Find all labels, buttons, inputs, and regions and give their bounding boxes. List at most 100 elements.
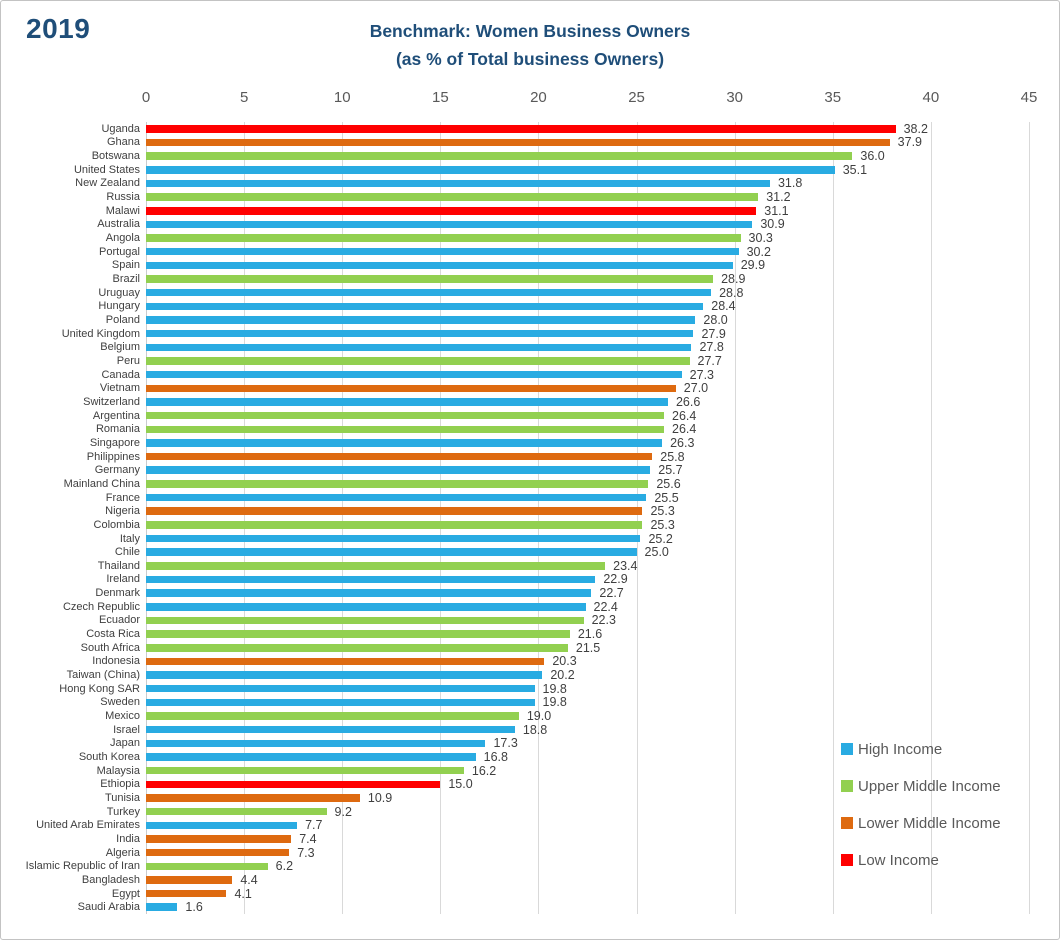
value-label: 28.8 <box>719 285 744 300</box>
value-label: 7.3 <box>297 845 315 860</box>
bar <box>146 794 360 802</box>
bar <box>146 329 694 338</box>
bar <box>146 411 665 420</box>
country-label: South Africa <box>80 641 140 654</box>
bar-row: Peru 27.7 <box>1 354 1059 368</box>
country-label: Ecuador <box>99 614 140 627</box>
bar-track: 15.0 <box>146 777 1029 792</box>
bar-track: 26.4 <box>146 409 1029 423</box>
value-label: 26.3 <box>670 435 695 450</box>
bar <box>146 876 233 884</box>
bar-row: Italy 25.2 <box>1 532 1059 546</box>
bar-row: Costa Rica 21.6 <box>1 627 1059 641</box>
bar <box>146 534 641 543</box>
x-axis-tick: 15 <box>431 89 449 106</box>
country-label: Colombia <box>93 518 140 531</box>
x-axis-tick: 10 <box>333 89 351 106</box>
bar-track: 9.2 <box>146 805 1029 819</box>
bar-row: Malaysia 16.2 <box>1 764 1059 778</box>
value-label: 22.9 <box>603 572 628 587</box>
bar <box>146 507 643 515</box>
bar-row: Angola 30.3 <box>1 231 1059 245</box>
bar-row: United Arab Emirates 7.7 <box>1 818 1059 832</box>
bar <box>146 603 586 611</box>
bar-track: 22.3 <box>146 613 1029 627</box>
bar-row: Hungary 28.4 <box>1 299 1059 313</box>
bar-track: 31.8 <box>146 176 1029 190</box>
bar-row: Uruguay 28.8 <box>1 286 1059 300</box>
bar <box>146 821 298 830</box>
bar-track: 18.8 <box>146 723 1029 737</box>
value-label: 1.6 <box>185 900 203 915</box>
bar-row: Hong Kong SAR 19.8 <box>1 682 1059 696</box>
bar-row: Australia 30.9 <box>1 217 1059 232</box>
bar-track: 21.5 <box>146 641 1029 655</box>
value-label: 30.9 <box>760 217 785 232</box>
gridline <box>342 122 344 914</box>
value-label: 20.3 <box>552 654 577 669</box>
bar <box>146 316 696 324</box>
country-label: Chile <box>114 546 140 559</box>
bar <box>146 466 651 474</box>
legend-swatch-upper-middle-income <box>841 780 853 792</box>
legend-item: High Income <box>841 740 1001 758</box>
country-label: Poland <box>105 314 140 327</box>
value-label: 15.0 <box>448 777 473 792</box>
value-label: 25.5 <box>654 490 679 505</box>
value-label: 25.2 <box>648 531 673 546</box>
bar <box>146 562 606 570</box>
bar-track: 16.2 <box>146 764 1029 778</box>
gridline <box>440 122 442 914</box>
bar-track: 7.4 <box>146 832 1029 846</box>
value-label: 10.9 <box>367 790 393 805</box>
bar-row: Poland 28.0 <box>1 313 1059 327</box>
value-label: 38.2 <box>903 121 928 136</box>
gridline <box>832 122 834 914</box>
value-label: 19.8 <box>542 681 567 696</box>
bar <box>146 125 896 133</box>
x-axis-tick: 45 <box>1020 89 1038 106</box>
chart-title: Benchmark: Women Business Owners (as % o… <box>1 17 1059 73</box>
bar-row: Uganda 38.2 <box>1 122 1059 136</box>
bar-track: 19.8 <box>146 695 1029 709</box>
bar-track: 27.7 <box>146 354 1029 368</box>
country-label: Botswana <box>91 150 140 163</box>
legend: High Income Upper Middle Income Lower Midd… <box>841 741 1001 889</box>
bar <box>146 807 327 816</box>
bar-row: South Africa 21.5 <box>1 641 1059 655</box>
bar <box>146 848 290 857</box>
gridline <box>734 122 736 914</box>
bar-row: Sweden 19.8 <box>1 695 1059 709</box>
country-label: Costa Rica <box>86 628 140 641</box>
bar-track: 25.2 <box>146 532 1029 546</box>
bar <box>146 302 704 311</box>
bar-row: Argentina 26.4 <box>1 409 1059 423</box>
bar <box>146 575 596 584</box>
y-axis-line <box>146 122 147 914</box>
legend-label: High Income <box>858 740 943 758</box>
gridline <box>538 122 540 914</box>
bar-row: Colombia 25.3 <box>1 518 1059 532</box>
bar <box>146 862 268 871</box>
value-label: 31.1 <box>764 203 789 218</box>
country-label: Mexico <box>105 710 140 723</box>
value-label: 7.4 <box>299 831 317 846</box>
bar <box>146 384 676 393</box>
country-label: Indonesia <box>92 655 140 668</box>
bar-track: 26.6 <box>146 395 1029 409</box>
bar-row: Tunisia 10.9 <box>1 791 1059 805</box>
country-label: Bangladesh <box>81 873 140 886</box>
gridline <box>636 122 638 914</box>
bar <box>146 521 643 529</box>
country-label: Uganda <box>101 122 140 135</box>
legend-label: Upper Middle Income <box>858 777 1001 795</box>
bar-row: New Zealand 31.8 <box>1 176 1059 190</box>
country-label: India <box>116 832 140 845</box>
bar-row: United Kingdom 27.9 <box>1 327 1059 341</box>
legend-swatch-lower-middle-income <box>841 817 853 829</box>
value-label: 28.9 <box>721 272 746 287</box>
bar-row: Germany 25.7 <box>1 463 1059 477</box>
country-label: Italy <box>119 532 140 545</box>
legend-swatch-high-income <box>841 743 853 755</box>
value-label: 27.9 <box>701 326 726 341</box>
